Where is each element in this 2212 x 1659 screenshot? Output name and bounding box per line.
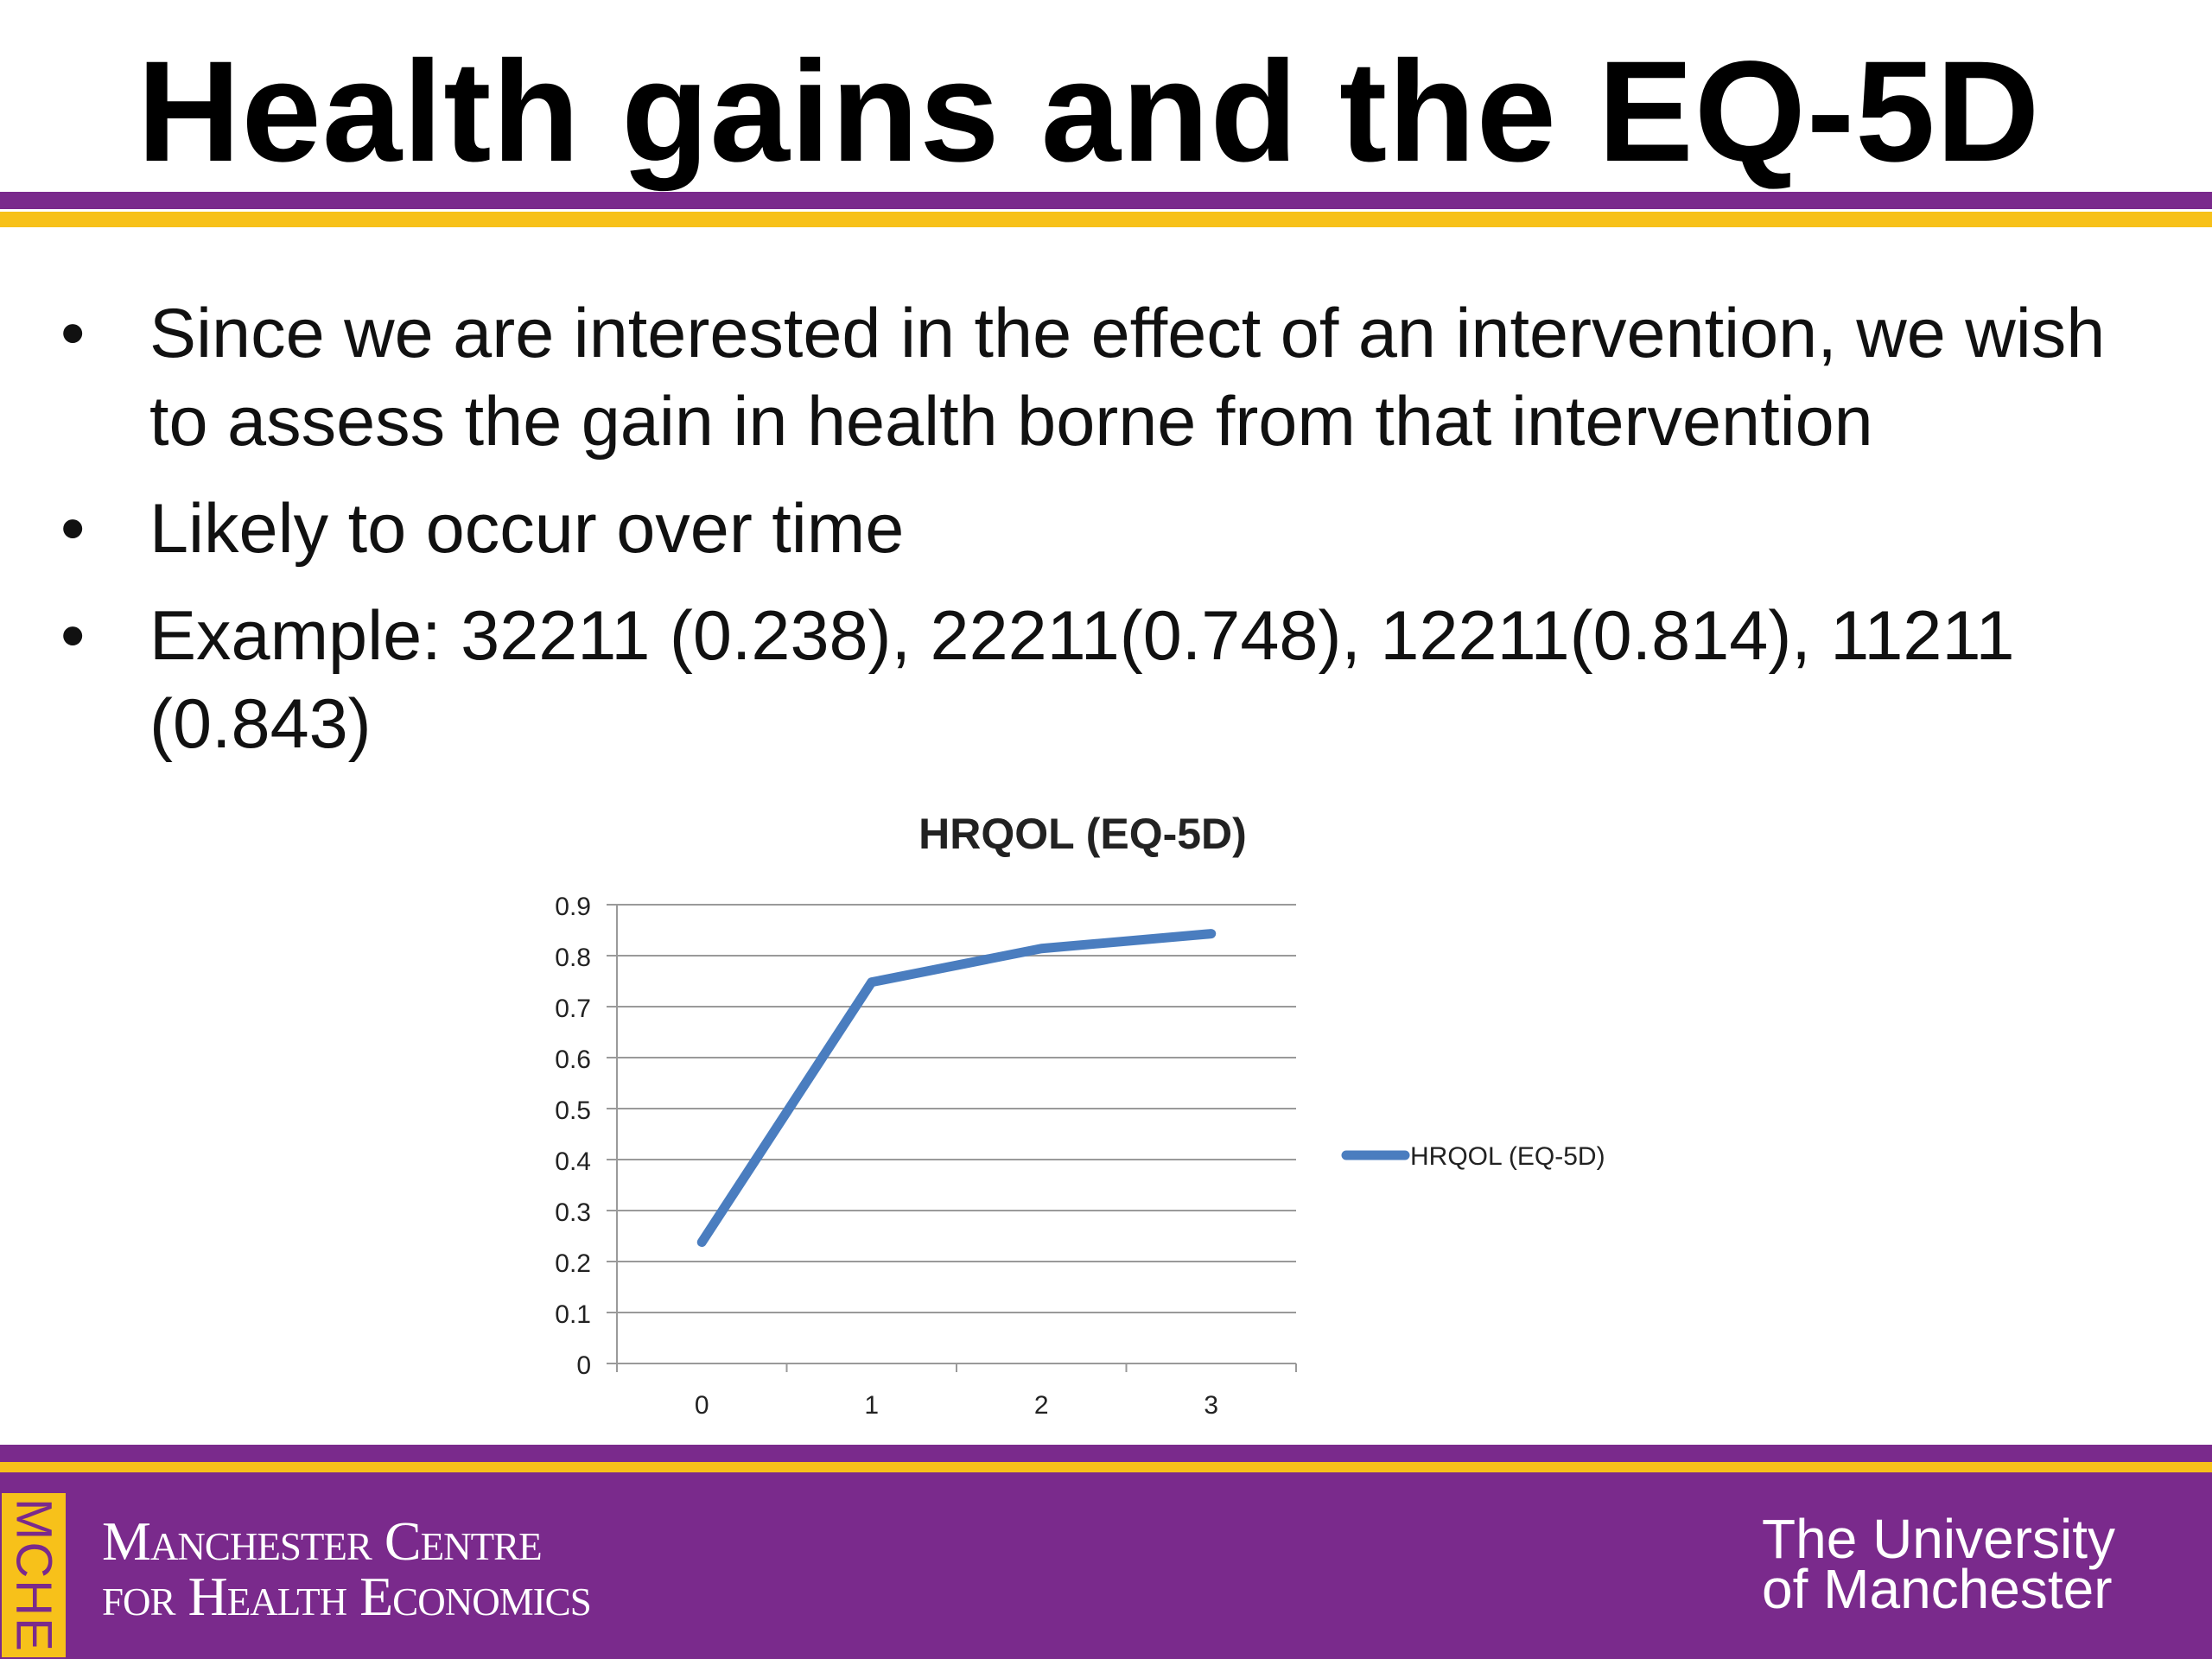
centre-logo-text: Manchester Centre for Health Economics — [102, 1510, 592, 1627]
x-tick-label: 3 — [1204, 1391, 1218, 1420]
bullet-item: • Likely to occur over time — [60, 485, 2169, 573]
footer-rule-gold — [0, 1462, 2212, 1472]
x-tick-label: 2 — [1034, 1391, 1049, 1420]
header-rule-gold — [0, 212, 2212, 227]
bullet-dot: • — [60, 490, 86, 568]
centre-name-line2: for Health Economics — [102, 1566, 592, 1627]
bullet-text: Since we are interested in the effect of… — [149, 295, 2106, 461]
y-tick-label: 0.5 — [555, 1096, 591, 1125]
mche-tab-label: MCHE — [5, 1497, 62, 1653]
bullet-item: • Example: 32211 (0.238), 22211(0.748), … — [60, 592, 2169, 768]
y-tick-label: 0.1 — [555, 1300, 591, 1329]
header-rule-purple — [0, 192, 2212, 209]
slide-title: Health gains and the EQ-5D — [137, 32, 2041, 192]
university-name-line1: The University — [1762, 1508, 2115, 1570]
footer-bar — [0, 1445, 2212, 1659]
bullet-text: Example: 32211 (0.238), 22211(0.748), 12… — [149, 597, 2015, 763]
y-tick-label: 0.6 — [555, 1046, 591, 1074]
legend-label: HRQOL (EQ-5D) — [1410, 1142, 1605, 1171]
centre-name-line1: Manchester Centre — [102, 1510, 543, 1572]
bullet-list: • Since we are interested in the effect … — [60, 289, 2169, 787]
bullet-text: Likely to occur over time — [149, 490, 905, 568]
y-tick-label: 0.9 — [555, 893, 591, 921]
chart-title: HRQOL (EQ-5D) — [918, 810, 1247, 858]
y-tick-label: 0.3 — [555, 1198, 591, 1227]
bullet-item: • Since we are interested in the effect … — [60, 289, 2169, 466]
bullet-dot: • — [60, 597, 86, 675]
y-tick-label: 0.2 — [555, 1249, 591, 1278]
y-tick-label: 0.7 — [555, 995, 591, 1023]
x-tick-label: 1 — [864, 1391, 879, 1420]
x-tick-label: 0 — [695, 1391, 709, 1420]
university-name-line2: of Manchester — [1762, 1558, 2113, 1620]
y-tick-label: 0.8 — [555, 944, 591, 972]
series-line — [696, 929, 1217, 1248]
university-logo-text: The University of Manchester — [1762, 1508, 2115, 1620]
y-tick-label: 0.4 — [555, 1147, 591, 1176]
y-tick-label: 0 — [576, 1351, 591, 1380]
mche-logo-tab: MCHE — [0, 1491, 67, 1659]
bullet-dot: • — [60, 295, 86, 372]
